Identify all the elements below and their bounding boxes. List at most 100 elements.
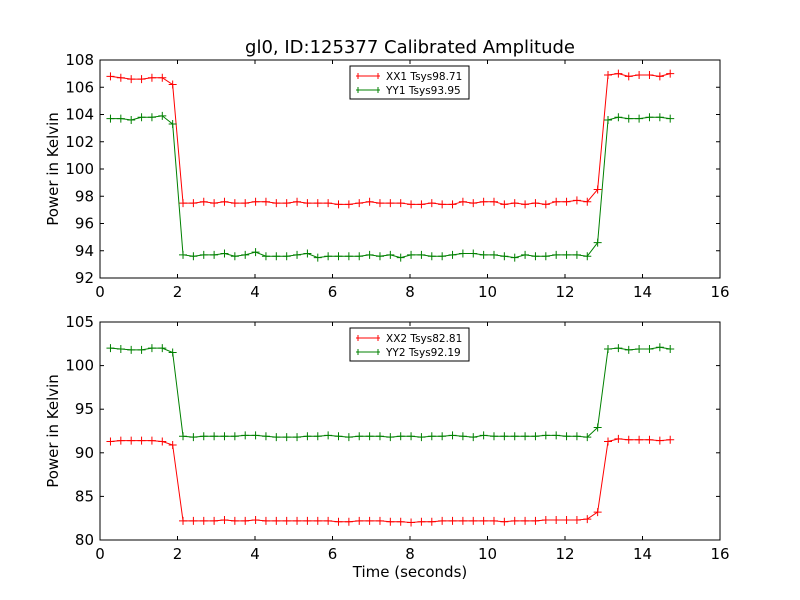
data-point-marker bbox=[313, 253, 322, 262]
data-point-marker bbox=[375, 252, 384, 261]
data-point-marker bbox=[417, 517, 426, 526]
data-point-marker bbox=[230, 199, 239, 208]
data-point-marker bbox=[635, 70, 644, 79]
data-point-marker bbox=[365, 250, 374, 259]
x-tick-label: 4 bbox=[250, 545, 260, 563]
y-tick-label: 102 bbox=[65, 133, 94, 151]
data-point-marker bbox=[624, 345, 633, 354]
data-point-marker bbox=[355, 432, 364, 441]
data-point-marker bbox=[666, 345, 675, 354]
data-point-marker bbox=[479, 250, 488, 259]
data-point-marker bbox=[489, 432, 498, 441]
data-point-marker bbox=[458, 197, 467, 206]
data-point-marker bbox=[365, 516, 374, 525]
x-tick-label: 10 bbox=[478, 283, 497, 301]
data-point-marker bbox=[147, 73, 156, 82]
data-point-marker bbox=[355, 252, 364, 261]
data-point-marker bbox=[458, 432, 467, 441]
data-point-marker bbox=[168, 348, 177, 357]
data-point-marker bbox=[282, 252, 291, 261]
data-point-marker bbox=[261, 432, 270, 441]
data-point-marker bbox=[272, 433, 281, 442]
data-point-marker bbox=[220, 197, 229, 206]
data-point-marker bbox=[282, 433, 291, 442]
data-point-marker bbox=[116, 73, 125, 82]
y-tick-label: 100 bbox=[65, 357, 94, 375]
data-point-marker bbox=[324, 516, 333, 525]
data-point-marker bbox=[438, 200, 447, 209]
data-point-marker bbox=[375, 432, 384, 441]
data-point-marker bbox=[521, 200, 530, 209]
y-tick-label: 104 bbox=[65, 106, 94, 124]
data-point-marker bbox=[210, 250, 219, 259]
data-point-marker bbox=[324, 252, 333, 261]
data-point-marker bbox=[303, 432, 312, 441]
data-point-marker bbox=[614, 344, 623, 353]
data-point-marker bbox=[189, 199, 198, 208]
data-point-marker bbox=[210, 432, 219, 441]
data-point-marker bbox=[624, 114, 633, 123]
data-point-marker bbox=[521, 432, 530, 441]
data-point-marker bbox=[469, 433, 478, 442]
data-point-marker bbox=[127, 75, 136, 84]
data-point-marker bbox=[230, 516, 239, 525]
x-tick-label: 6 bbox=[328, 545, 338, 563]
data-point-marker bbox=[510, 432, 519, 441]
data-point-marker bbox=[458, 249, 467, 258]
data-point-marker bbox=[261, 252, 270, 261]
data-point-marker bbox=[293, 197, 302, 206]
data-point-marker bbox=[303, 516, 312, 525]
data-point-marker bbox=[645, 435, 654, 444]
data-point-marker bbox=[344, 517, 353, 526]
data-point-marker bbox=[396, 199, 405, 208]
data-point-marker bbox=[189, 252, 198, 261]
data-point-marker bbox=[583, 433, 592, 442]
data-point-marker bbox=[552, 250, 561, 259]
data-point-marker bbox=[572, 515, 581, 524]
data-point-marker bbox=[127, 345, 136, 354]
data-point-marker bbox=[552, 515, 561, 524]
data-point-marker bbox=[541, 431, 550, 440]
data-point-marker bbox=[572, 432, 581, 441]
data-point-marker bbox=[168, 440, 177, 449]
legend-marker bbox=[357, 87, 379, 93]
data-point-marker bbox=[220, 515, 229, 524]
data-point-marker bbox=[604, 345, 613, 354]
data-point-marker bbox=[604, 70, 613, 79]
data-point-marker bbox=[313, 199, 322, 208]
x-tick-label: 12 bbox=[555, 545, 574, 563]
data-point-marker bbox=[541, 200, 550, 209]
data-point-marker bbox=[407, 518, 416, 527]
data-point-marker bbox=[282, 516, 291, 525]
data-point-marker bbox=[324, 431, 333, 440]
x-axis-label: Time (seconds) bbox=[352, 563, 468, 581]
data-point-marker bbox=[448, 431, 457, 440]
data-point-marker bbox=[489, 197, 498, 206]
x-tick-label: 12 bbox=[555, 283, 574, 301]
axes-frame bbox=[99, 321, 721, 541]
data-point-marker bbox=[251, 197, 260, 206]
data-point-marker bbox=[293, 433, 302, 442]
data-point-marker bbox=[386, 199, 395, 208]
data-point-marker bbox=[593, 238, 602, 247]
data-point-marker bbox=[158, 111, 167, 120]
data-point-marker bbox=[334, 252, 343, 261]
data-point-marker bbox=[500, 200, 509, 209]
data-point-marker bbox=[303, 249, 312, 258]
chart-title: gl0, ID:125377 Calibrated Amplitude bbox=[245, 37, 575, 58]
data-point-marker bbox=[158, 73, 167, 82]
data-point-marker bbox=[344, 433, 353, 442]
data-point-marker bbox=[655, 113, 664, 122]
data-point-marker bbox=[666, 69, 675, 78]
data-point-marker bbox=[624, 435, 633, 444]
data-point-marker bbox=[344, 200, 353, 209]
y-tick-label: 90 bbox=[75, 444, 94, 462]
data-point-marker bbox=[635, 345, 644, 354]
data-point-marker bbox=[375, 199, 384, 208]
data-point-marker bbox=[407, 200, 416, 209]
data-point-marker bbox=[313, 516, 322, 525]
x-tick-label: 6 bbox=[328, 283, 338, 301]
data-point-marker bbox=[158, 437, 167, 446]
data-point-marker bbox=[572, 196, 581, 205]
